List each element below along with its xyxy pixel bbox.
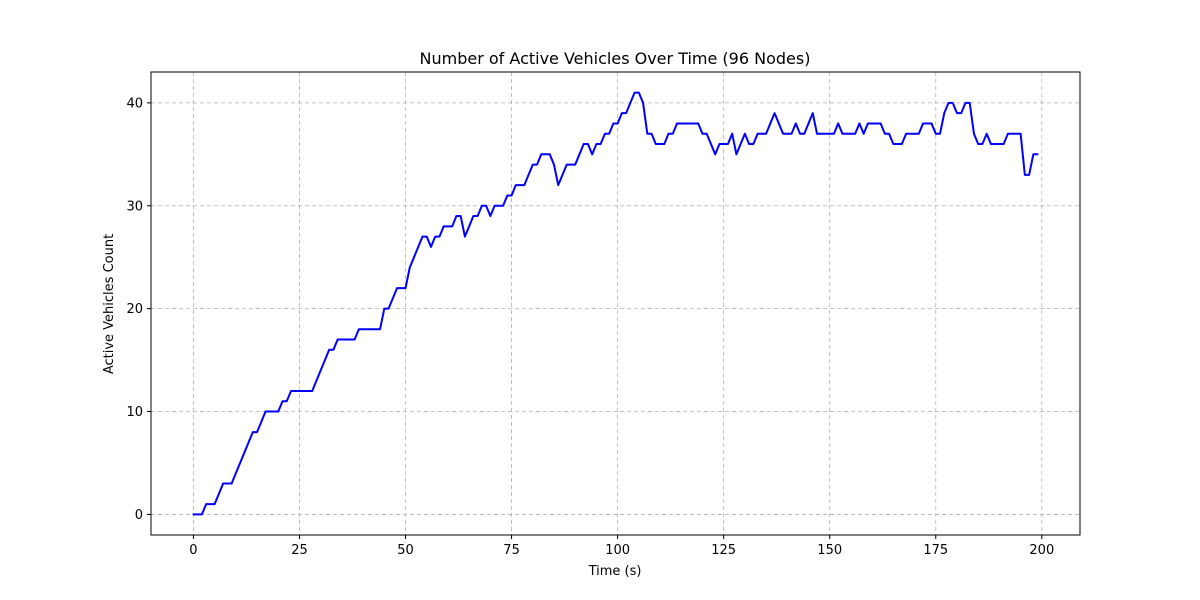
y-tick-label: 0	[135, 508, 143, 523]
axis-ticks: 0 25 50 75 100 125 150 175 200 0 10 20 30 40	[126, 96, 1054, 558]
y-tick-label: 40	[126, 96, 143, 111]
plot-frame	[150, 71, 1081, 536]
x-tick-label: 25	[291, 543, 308, 558]
series-layer	[192, 91, 1039, 516]
x-tick-label: 75	[503, 543, 520, 558]
x-tick-label: 175	[923, 543, 948, 558]
x-axis-label: Time (s)	[588, 564, 642, 579]
y-axis-label: Active Vehicles Count	[102, 234, 117, 374]
x-tick-label: 50	[397, 543, 414, 558]
x-tick-label: 0	[189, 543, 197, 558]
x-tick-label: 100	[605, 543, 630, 558]
x-tick-label: 200	[1029, 543, 1054, 558]
chart-title: Number of Active Vehicles Over Time (96 …	[420, 49, 811, 68]
series-line	[192, 91, 1039, 516]
x-tick-label: 125	[711, 543, 736, 558]
x-tick-label: 150	[817, 543, 842, 558]
grid-lines	[151, 72, 1080, 535]
y-tick-label: 10	[126, 405, 143, 420]
y-tick-label: 30	[126, 199, 143, 214]
y-tick-label: 20	[126, 302, 143, 317]
